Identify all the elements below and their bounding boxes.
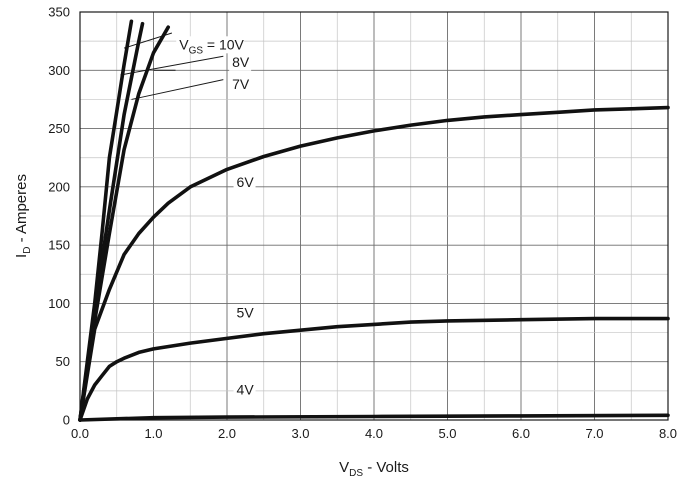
y-tick-label: 150 — [48, 238, 70, 253]
curve-label-backdrop — [233, 304, 256, 322]
curve-label-sub: GS — [189, 45, 204, 56]
curve-label-main: 5V — [237, 304, 255, 320]
x-tick-label: 6.0 — [512, 426, 530, 441]
y-tick-label: 250 — [48, 121, 70, 136]
grid — [79, 11, 669, 421]
x-axis-title: VDS - Volts — [339, 459, 409, 479]
curve-label: 4V — [237, 381, 255, 397]
x-tick-label: 7.0 — [585, 426, 603, 441]
y-axis-title-sub: D — [22, 247, 33, 254]
series — [78, 19, 670, 422]
curve-label-backdrop — [233, 381, 256, 399]
x-axis-title-main: V — [339, 459, 349, 476]
y-axis-title-rest: - Amperes — [13, 174, 30, 247]
y-axis-title-main: I — [13, 254, 30, 258]
y-tick-label: 300 — [48, 63, 70, 78]
curve-label: 7V — [232, 76, 250, 92]
y-tick-label: 50 — [56, 354, 70, 369]
y-tick-label: 100 — [48, 296, 70, 311]
x-tick-label: 4.0 — [365, 426, 383, 441]
curve-label-backdrop — [229, 75, 252, 93]
x-tick-label: 2.0 — [218, 426, 236, 441]
series-line-6v — [78, 105, 670, 422]
curve-label-main: 7V — [232, 76, 250, 92]
curve-label: 5V — [237, 304, 255, 320]
tick-labels: 0.0 1.0 2.0 3.0 4.0 5.0 6.0 7.0 8.0 0 50 100 150 200 2… — [48, 5, 677, 442]
x-tick-label: 1.0 — [144, 426, 162, 441]
curve-label-rest: = 10V — [203, 36, 245, 52]
x-axis-title-sub: DS — [349, 468, 363, 479]
series-line-7v — [78, 25, 170, 422]
x-tick-label: 5.0 — [438, 426, 456, 441]
curve-label: 8V — [232, 54, 250, 70]
series-line-5v — [78, 316, 670, 422]
curve-label: 6V — [237, 174, 255, 190]
plot-frame — [79, 11, 669, 421]
x-tick-label: 8.0 — [659, 426, 677, 441]
y-tick-label: 350 — [48, 5, 70, 20]
y-tick-label: 0 — [63, 413, 70, 428]
curve-label-backdrop — [229, 53, 252, 71]
label-leader-line — [131, 79, 224, 100]
x-tick-label: 3.0 — [291, 426, 309, 441]
curve-label-main: V — [179, 36, 189, 52]
curve-label-backdrop — [176, 36, 245, 54]
curve-label-main: 8V — [232, 54, 250, 70]
curve-label-backdrop — [233, 173, 256, 191]
curve-label-main: 4V — [237, 381, 255, 397]
series-line-4v — [78, 413, 670, 422]
y-axis-title: ID - Amperes — [13, 174, 33, 258]
x-tick-label: 0.0 — [71, 426, 89, 441]
curve-label-main: 6V — [237, 174, 255, 190]
x-axis-title-rest: - Volts — [363, 459, 409, 476]
curve-label: VGS = 10V — [179, 36, 244, 56]
label-leader-line — [120, 55, 224, 76]
y-tick-label: 200 — [48, 179, 70, 194]
